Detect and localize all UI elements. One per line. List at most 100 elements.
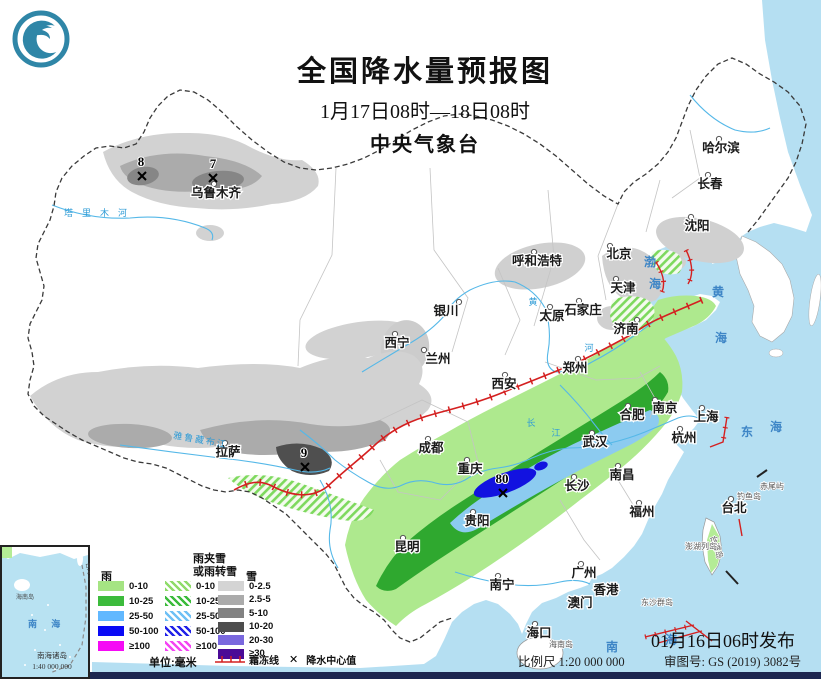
legend-swatch [98,626,124,636]
precip-center-x-icon [498,488,508,498]
sea-label: 海 [665,632,677,647]
legend-rain-column: 0-10 10-25 25-50 50-100 ≥100 [98,581,159,656]
city-label: 呼和浩特 [512,253,563,268]
legend-swatch [165,626,191,636]
river-label: 河 [584,342,593,353]
legend-value: 25-50 [129,610,154,622]
legend-value: 20-30 [249,634,274,646]
sea-label: 海 [715,330,727,345]
sea-labels: 渤 海 黄 海 东 海 南 海 [606,254,782,654]
cma-logo [12,10,70,68]
city-label: 兰州 [425,351,450,366]
legend-swatch [165,581,191,591]
city-label: 南昌 [609,467,634,482]
rivers [51,94,771,587]
legend-value: 50-100 [196,625,226,637]
city-label: 成都 [418,440,444,455]
hainan-island [516,636,564,670]
city-label: 杭州 [671,430,696,445]
precip-center-x-icon [137,171,147,181]
inset-scale: 1:40 000 000 [32,662,72,671]
inset-hainan-label: 海南岛 [16,593,34,601]
legend-precip-center: ✕ 降水中心值 [289,652,356,667]
inset-sea-name: 南 海 [28,618,66,629]
legend-value: ≥30 [249,648,265,659]
release-time: 01月16日06时发布 [651,631,795,651]
legend-unit: 单位:毫米 [149,657,197,669]
precip-center-value: 8 [138,154,145,169]
page-title: 全国降水量预报图 [296,56,553,88]
legend-snow-column: 0-2.5 2.5-5 5-10 10-20 20-30 ≥30 [218,581,273,662]
bottom-border-strip [0,672,821,679]
precip-center-value: 9 [301,445,308,460]
inset-title: 南海诸岛 [37,650,67,660]
sea-label: 海 [649,276,661,291]
legend-swatch [98,596,124,606]
province-boundaries [297,129,701,561]
city-label: 海口 [526,625,551,640]
city-label: 重庆 [457,461,483,476]
city-label: 乌鲁木齐 [191,185,242,200]
city-label: 福州 [628,504,654,519]
precip-center-value: 80 [496,471,509,486]
taiwan-island [701,517,723,576]
legend-swatch [218,608,244,618]
river-label: 黄 [528,296,537,307]
legend-value: 10-25 [129,595,154,607]
city-label: 上海 [693,409,719,424]
precip-center-value: 7 [210,156,217,171]
frost-line-icon [215,655,245,663]
city-label: 武汉 [582,434,608,449]
city-label: 西安 [491,376,516,391]
city-label: 济南 [613,321,639,336]
city-label: 石家庄 [563,302,602,317]
south-china-sea-inset: 海南岛 台湾岛 南 海 南海诸岛 1:40 000 000 [0,545,90,679]
island-label: 东沙群岛 [641,597,673,607]
legend-swatch [218,581,244,591]
city-label: 西宁 [384,335,409,350]
city-label: 银川 [433,303,458,318]
city-label: 长春 [697,176,723,191]
city-label: 南京 [652,400,678,415]
sea-label: 南 [606,639,618,654]
city-label: 沈阳 [684,218,709,233]
agency-name: 中央气象台 [370,134,480,156]
city-label: 南宁 [489,577,514,592]
legend-swatch [218,648,244,659]
legend-value: 0-10 [196,580,216,592]
legend-frost-line: 霜冻线 [215,652,279,667]
city-label: 广州 [571,565,596,580]
legend-swatch [165,611,191,621]
legend-swatch [218,594,244,605]
city-label: 昆明 [394,539,419,554]
legend-value: 50-100 [129,625,159,637]
legend-value: 5-10 [249,607,269,619]
map-scale: 比例尺 1:20 000 000 [518,655,625,669]
city-label: 太原 [539,308,565,323]
legend-snow-header: 雪 [246,571,257,583]
river-label: 江 [551,428,560,438]
title-block: 全国降水量预报图 1月17日08时—18日08时 中央气象台 [255,48,595,157]
legend-value: 10-25 [196,595,221,607]
legend-swatch [98,641,124,651]
city-markers [210,135,735,628]
river-label: 塔里木河 [64,207,136,218]
inset-taiwan-label: 台湾岛 [84,562,90,581]
rain-areas [345,295,716,626]
sea-label: 东 [741,424,753,439]
legend-value: 2.5-5 [249,594,271,605]
sea-area [92,0,821,679]
legend-swatch [218,621,244,632]
legend-swatch [165,596,191,606]
sea-label: 海 [770,419,782,434]
forecast-period: 1月17日08时—18日08时 [320,101,530,123]
legend-value: 0-10 [129,580,149,592]
legend-value: ≥100 [129,640,151,652]
city-label: 合肥 [619,407,645,422]
frost-line-label: 霜冻线 [249,656,279,667]
legend-swatch [98,581,124,591]
legend-sleet-header-1: 雨夹雪 [193,553,226,565]
precip-center-x-icon [300,462,310,472]
city-label: 拉萨 [215,444,241,459]
